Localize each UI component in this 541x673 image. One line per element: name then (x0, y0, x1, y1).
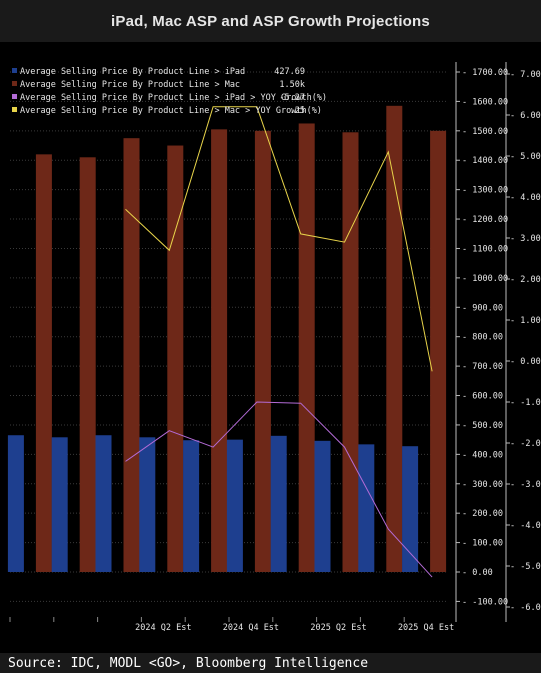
bar-ipad (314, 440, 331, 572)
combo-chart: - -100.00- 0.00- 100.00- 200.00- 300.00-… (7, 62, 541, 633)
bar-ipad (51, 437, 68, 572)
bar-ipad (402, 446, 419, 572)
left-tick-label: - 1700.00 (462, 68, 508, 78)
x-tick-label: 2024 Q4 Est (223, 623, 279, 633)
left-tick-label: - 1600.00 (462, 97, 508, 107)
bar-mac (167, 145, 184, 572)
bar-ipad (183, 440, 200, 572)
bar-mac (298, 123, 315, 573)
right-tick-label: - 7.00 (510, 70, 541, 80)
line-ipad-growth (125, 401, 433, 578)
left-tick-label: - 1000.00 (462, 274, 508, 284)
bar-mac (79, 157, 96, 572)
left-tick-label: - 300.00 (462, 480, 503, 490)
bar-mac (430, 130, 447, 572)
legend-swatch (12, 68, 17, 73)
legend-label: Average Selling Price By Product Line > … (20, 80, 240, 90)
right-tick-label: - 2.00 (510, 275, 541, 285)
bar-ipad (95, 435, 112, 572)
bar-ipad (139, 437, 156, 572)
legend-label: Average Selling Price By Product Line > … (20, 67, 245, 77)
legend-swatch (12, 81, 17, 86)
chart-area: - -100.00- 0.00- 100.00- 200.00- 300.00-… (0, 42, 541, 653)
left-tick-label: - 1400.00 (462, 156, 508, 166)
right-tick-label: - 3.00 (510, 234, 541, 244)
legend-label: Average Selling Price By Product Line > … (20, 106, 322, 116)
right-tick-label: - -4.00 (510, 521, 541, 531)
left-tick-label: - 600.00 (462, 392, 503, 402)
left-tick-label: - -100.00 (462, 597, 508, 607)
right-tick-label: - 0.00 (510, 357, 541, 367)
legend-swatch (12, 107, 17, 112)
bar-mac (211, 129, 228, 572)
x-tick-label: 2024 Q2 Est (135, 623, 191, 633)
left-tick-label: - 100.00 (462, 539, 503, 549)
left-tick-label: - 500.00 (462, 421, 503, 431)
right-tick-label: - -3.00 (510, 480, 541, 490)
title-bar: iPad, Mac ASP and ASP Growth Projections (0, 0, 541, 42)
right-tick-label: - 6.00 (510, 111, 541, 121)
bar-ipad (7, 435, 24, 572)
x-tick-label: 2025 Q2 Est (310, 623, 366, 633)
bar-ipad (358, 444, 375, 572)
bar-ipad (226, 439, 243, 572)
legend-value: -5.27 (279, 93, 305, 103)
right-tick-label: - 5.00 (510, 152, 541, 162)
right-tick-label: - 1.00 (510, 316, 541, 326)
line-mac-growth (125, 106, 433, 372)
left-tick-label: - 400.00 (462, 450, 503, 460)
left-tick-label: - 800.00 (462, 333, 503, 343)
source-bar: Source: IDC, MODL <GO>, Bloomberg Intell… (0, 653, 541, 673)
chart-title: iPad, Mac ASP and ASP Growth Projections (111, 12, 430, 30)
right-tick-label: - -6.00 (510, 603, 541, 613)
left-tick-label: - 1100.00 (462, 244, 508, 254)
bar-mac (123, 138, 140, 573)
right-tick-label: - -1.00 (510, 398, 541, 408)
left-tick-label: - 1300.00 (462, 186, 508, 196)
legend-value: 1.50k (279, 80, 305, 90)
bar-mac (35, 154, 52, 572)
right-tick-label: - -2.00 (510, 439, 541, 449)
legend-label: Average Selling Price By Product Line > … (20, 93, 327, 103)
left-tick-label: - 1200.00 (462, 215, 508, 225)
bar-ipad (270, 435, 287, 572)
left-tick-label: - 1500.00 (462, 127, 508, 137)
left-tick-label: - 0.00 (462, 568, 493, 578)
legend-value: .25 (290, 106, 305, 116)
x-tick-label: 2025 Q4 Est (398, 623, 454, 633)
bar-mac (254, 130, 271, 572)
right-tick-label: - -5.00 (510, 562, 541, 572)
left-tick-label: - 700.00 (462, 362, 503, 372)
bar-mac (342, 132, 359, 572)
left-tick-label: - 900.00 (462, 303, 503, 313)
right-tick-label: - 4.00 (510, 193, 541, 203)
legend-swatch (12, 94, 17, 99)
bar-mac (386, 105, 403, 572)
legend-value: 427.69 (274, 67, 305, 77)
source-text: Source: IDC, MODL <GO>, Bloomberg Intell… (8, 655, 369, 671)
left-tick-label: - 200.00 (462, 509, 503, 519)
